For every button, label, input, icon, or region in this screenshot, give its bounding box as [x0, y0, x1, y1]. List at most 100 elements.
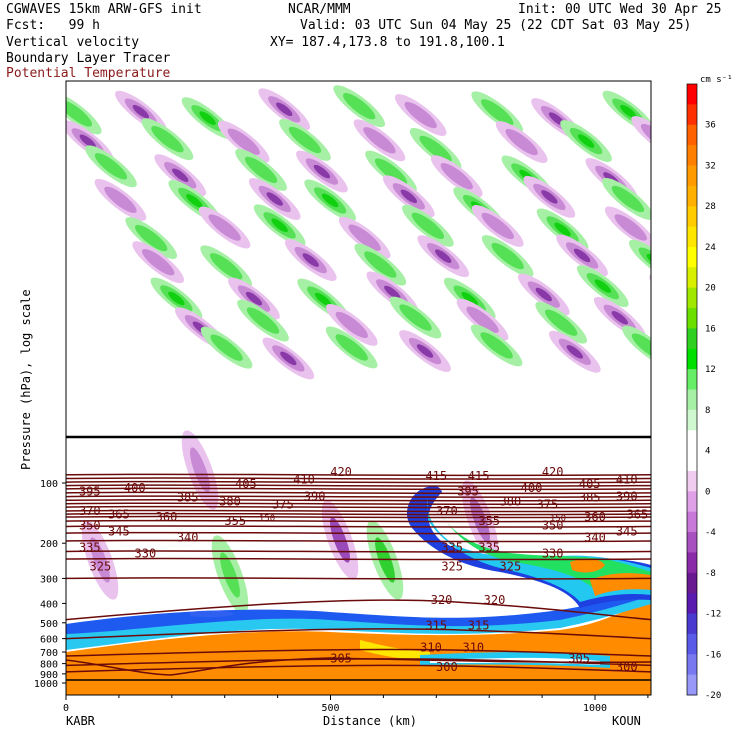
velocity-contour: [245, 291, 263, 306]
isentrope-label: 310: [462, 641, 484, 655]
colorbar-swatch: [687, 226, 697, 248]
isentrope-label: 405: [579, 477, 601, 491]
y-axis-title: Pressure (hPa), log scale: [19, 289, 33, 470]
isentrope-label: 335: [79, 540, 101, 554]
isentrope: [66, 512, 651, 516]
isentrope-label: 420: [330, 465, 352, 479]
isentrope-label: 320: [484, 593, 506, 607]
updraft-cell: [141, 118, 194, 161]
isentrope: [66, 648, 651, 657]
y-tick-label: 400: [40, 599, 58, 610]
colorbar-swatch: [687, 552, 697, 574]
updraft-cell: [622, 325, 651, 368]
isentrope-label: 335: [478, 540, 500, 554]
velocity-contour: [90, 537, 110, 583]
colorbar-swatch: [687, 84, 697, 105]
isentrope: [66, 599, 651, 621]
colorbar-swatch: [687, 145, 697, 166]
isentrope-label: 345: [616, 525, 638, 539]
isentrope-label: 315: [425, 618, 447, 632]
updraft-cell: [718, 270, 740, 324]
isentrope-label: 355: [224, 514, 246, 528]
isentrope-label: 300: [436, 660, 458, 674]
downdraft-cell: [399, 330, 451, 372]
isentrope: [66, 664, 651, 673]
isentrope-label: 340: [177, 530, 199, 544]
colorbar-tick-label: 12: [705, 365, 716, 375]
isentrope: [66, 487, 651, 491]
velocity-contour: [631, 333, 651, 360]
velocity-contour: [335, 311, 368, 339]
velocity-contour: [348, 224, 381, 251]
downdraft-cell: [217, 120, 270, 163]
isentrope-label: 150: [550, 514, 566, 524]
isentrope-label: 360: [156, 510, 178, 524]
isentrope-label: 390: [304, 490, 326, 504]
isentrope: [66, 473, 651, 477]
updraft-cell: [389, 296, 442, 339]
downdraft-cell: [325, 303, 378, 346]
velocity-contour: [611, 311, 628, 325]
tracer-layer-cyan: [66, 594, 651, 650]
velocity-contour: [491, 242, 524, 270]
isentrope-label: 300: [616, 660, 638, 674]
downdraft-cell: [296, 150, 348, 193]
updraft-cell: [253, 204, 306, 247]
y-tick-label: 200: [40, 539, 58, 550]
isentrope-label: 305: [568, 652, 590, 666]
field-boundary-layer-tracer: Boundary Layer Tracer: [6, 51, 171, 66]
isentrope: [66, 628, 651, 640]
velocity-contour: [79, 134, 96, 149]
colorbar-frame: [686, 83, 698, 696]
isentrope-label: 360: [584, 510, 606, 524]
colorbar-tick-label: 32: [705, 161, 716, 171]
colorbar-swatch: [687, 104, 697, 126]
colorbar: 36 32 28 24 20 16 12 8 4 0 -4 -8 -12 -16 -20: [686, 83, 721, 701]
x-axis-title: Distance (km): [323, 714, 417, 728]
isentrope-label: 325: [441, 560, 463, 574]
velocity-contour: [220, 552, 240, 598]
velocity-contour: [276, 102, 293, 117]
downdraft-cell: [495, 121, 548, 163]
velocity-contour: [730, 280, 740, 314]
isentrope-label: 395: [457, 484, 479, 498]
updraft-cell: [535, 301, 588, 344]
velocity-contour: [271, 218, 288, 233]
downdraft-cell: [417, 235, 470, 278]
y-tick-label: 700: [40, 648, 58, 659]
isentrope: [66, 509, 651, 513]
velocity-contour: [374, 158, 408, 185]
colorbar-tick-label: 8: [705, 406, 710, 416]
isentrope-label: 385: [579, 490, 601, 504]
downdraft-cell: [338, 216, 391, 259]
velocity-contour: [481, 212, 514, 240]
tracer-blob-orange: [570, 558, 605, 573]
isentrope-label: 410: [293, 472, 315, 486]
isentrope-label: 310: [420, 641, 442, 655]
downdraft-cell: [94, 178, 147, 221]
velocity-contour: [435, 249, 452, 263]
velocity-contour: [208, 214, 241, 241]
colorbar-tick-label: -12: [705, 610, 721, 620]
downdraft-cell: [258, 88, 311, 131]
updraft-cell: [333, 85, 385, 128]
downdraft-cell: [471, 205, 524, 247]
isentrope-label: 340: [584, 530, 606, 544]
potential-temperature-labels: 420 420 415 415 410 410 405 405 400 400 395 395 390 3…: [79, 465, 648, 674]
velocity-contour: [66, 100, 92, 127]
isentrope-label: 380: [219, 495, 241, 509]
velocity-contour: [667, 166, 687, 184]
downdraft-cell: [456, 298, 509, 341]
downdraft-cell: [154, 154, 207, 197]
isentrope: [66, 495, 651, 498]
isentrope-label: 390: [616, 490, 638, 504]
colorbar-swatch: [687, 491, 697, 513]
colorbar-tick-label: 36: [705, 121, 716, 131]
updraft-cell: [481, 235, 534, 277]
colorbar-tick-label: -4: [705, 528, 716, 538]
velocity-contour: [416, 344, 434, 358]
downdraft-cell: [228, 277, 280, 320]
velocity-contour: [620, 104, 637, 119]
x-tick-label: 500: [321, 703, 339, 714]
